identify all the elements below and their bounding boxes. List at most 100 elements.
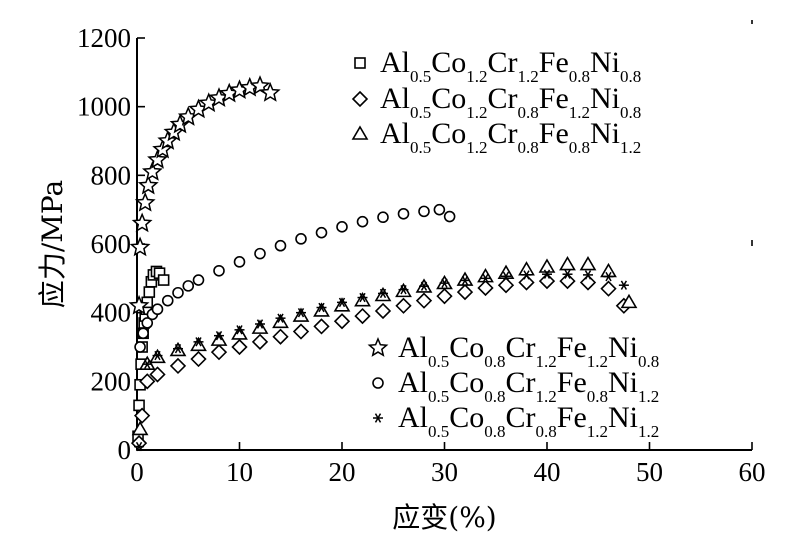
data-point-diamond bbox=[559, 272, 576, 290]
data-point-circle bbox=[397, 207, 410, 220]
series-3 bbox=[128, 75, 281, 315]
data-point-asterisk bbox=[357, 292, 368, 303]
data-point-star bbox=[137, 174, 159, 195]
legend-entry: Al0.5Co1.2Cr0.8Fe1.2Ni0.8 bbox=[351, 82, 641, 122]
x-tick-label: 30 bbox=[431, 457, 458, 487]
data-point-triangle bbox=[210, 331, 228, 346]
x-axis-label: 应变(%) bbox=[392, 501, 496, 534]
data-point-triangle bbox=[518, 261, 535, 276]
data-point-triangle bbox=[313, 302, 330, 317]
data-point-square bbox=[133, 399, 145, 412]
data-point-asterisk bbox=[419, 281, 429, 291]
data-point-asterisk bbox=[255, 319, 265, 329]
data-point-circle bbox=[254, 247, 266, 260]
data-point-star bbox=[131, 212, 153, 233]
x-tick-label: 10 bbox=[226, 457, 253, 487]
data-point-triangle bbox=[354, 292, 371, 307]
x-tick-label: 0 bbox=[130, 457, 144, 487]
data-point-star bbox=[129, 236, 151, 257]
legend-label: Al0.5Co1.2Cr0.8Fe1.2Ni0.8 bbox=[380, 82, 641, 122]
data-point-diamond bbox=[292, 323, 310, 340]
data-point-diamond bbox=[149, 366, 166, 383]
y-tick-label: 800 bbox=[91, 160, 132, 190]
data-point-asterisk bbox=[542, 269, 552, 279]
data-point-asterisk bbox=[603, 271, 614, 282]
legend-entry: Al0.5Co1.2Cr0.8Fe0.8Ni1.2 bbox=[351, 117, 641, 157]
x-tick-label: 50 bbox=[636, 457, 663, 487]
data-point-asterisk bbox=[618, 280, 629, 290]
data-point-diamond bbox=[579, 274, 597, 291]
data-point-triangle bbox=[292, 307, 310, 322]
legend-entry: Al0.5Co1.2Cr1.2Fe0.8Ni0.8 bbox=[354, 46, 641, 86]
data-point-triangle bbox=[190, 336, 207, 352]
data-point-diamond bbox=[415, 292, 433, 309]
data-point-star bbox=[147, 148, 168, 169]
data-point-circle bbox=[336, 221, 348, 233]
data-point-asterisk bbox=[193, 337, 204, 347]
legend-entry: Al0.5Co0.8Cr1.2Fe0.8Ni1.2 bbox=[372, 366, 659, 406]
data-point-asterisk bbox=[173, 344, 183, 354]
series-5 bbox=[134, 269, 629, 452]
data-point-circle bbox=[356, 215, 369, 228]
data-point-triangle bbox=[333, 297, 351, 312]
data-point-triangle bbox=[497, 264, 515, 279]
data-point-diamond bbox=[231, 338, 248, 356]
data-point-square bbox=[143, 286, 156, 298]
data-point-diamond bbox=[251, 333, 269, 350]
x-tick-label: 60 bbox=[739, 457, 766, 487]
data-point-diamond bbox=[272, 328, 289, 345]
data-point-asterisk bbox=[275, 313, 286, 323]
data-point-triangle bbox=[579, 256, 597, 271]
data-point-star bbox=[259, 81, 281, 102]
data-point-asterisk bbox=[378, 288, 388, 299]
data-point-circle bbox=[315, 226, 328, 239]
data-point-triangle bbox=[538, 258, 556, 273]
legend-label: Al0.5Co0.8Cr1.2Fe1.2Ni0.8 bbox=[398, 331, 659, 371]
data-point-diamond bbox=[169, 357, 187, 375]
series-4 bbox=[134, 203, 456, 353]
data-point-circle bbox=[433, 203, 446, 216]
legend-marker-square bbox=[354, 57, 366, 69]
data-point-diamond bbox=[477, 279, 494, 297]
data-point-star bbox=[141, 160, 163, 181]
data-point-asterisk bbox=[134, 441, 145, 452]
data-point-diamond bbox=[210, 344, 228, 361]
data-point-asterisk bbox=[214, 330, 224, 341]
data-point-circle bbox=[182, 280, 195, 292]
data-point-asterisk bbox=[152, 350, 163, 361]
data-point-asterisk bbox=[142, 359, 153, 369]
data-point-circle bbox=[443, 210, 456, 223]
legend-marker-asterisk bbox=[373, 413, 383, 423]
data-point-diamond bbox=[354, 307, 371, 325]
data-point-asterisk bbox=[398, 284, 409, 295]
data-point-diamond bbox=[538, 272, 556, 290]
data-point-diamond bbox=[374, 302, 392, 320]
data-point-diamond bbox=[600, 280, 617, 297]
y-tick-label: 600 bbox=[91, 229, 132, 259]
data-point-circle bbox=[151, 303, 164, 316]
data-point-circle bbox=[295, 233, 307, 245]
data-point-circle bbox=[377, 211, 389, 224]
data-point-diamond bbox=[497, 277, 515, 294]
x-tick-label: 20 bbox=[329, 457, 356, 487]
y-tick-label: 400 bbox=[91, 298, 132, 328]
legend-marker-circle bbox=[372, 377, 384, 389]
x-tick-label: 40 bbox=[534, 457, 561, 487]
data-point-diamond bbox=[456, 283, 474, 301]
series-1 bbox=[130, 272, 633, 452]
legend-marker-diamond bbox=[351, 90, 369, 108]
data-point-asterisk bbox=[562, 269, 573, 279]
data-point-asterisk bbox=[521, 270, 532, 280]
legend-label: Al0.5Co0.8Cr1.2Fe0.8Ni1.2 bbox=[398, 366, 659, 406]
data-point-star bbox=[134, 191, 156, 212]
legend-label: Al0.5Co1.2Cr0.8Fe0.8Ni1.2 bbox=[380, 117, 641, 157]
data-point-asterisk bbox=[337, 297, 347, 308]
data-point-diamond bbox=[139, 373, 156, 390]
y-axis-label: 应力/MPa bbox=[36, 180, 69, 308]
data-point-triangle bbox=[131, 420, 149, 436]
data-point-triangle bbox=[272, 313, 289, 329]
legend-entry: Al0.5Co0.8Cr0.8Fe1.2Ni1.2 bbox=[373, 401, 659, 441]
y-tick-label: 1200 bbox=[77, 23, 131, 53]
